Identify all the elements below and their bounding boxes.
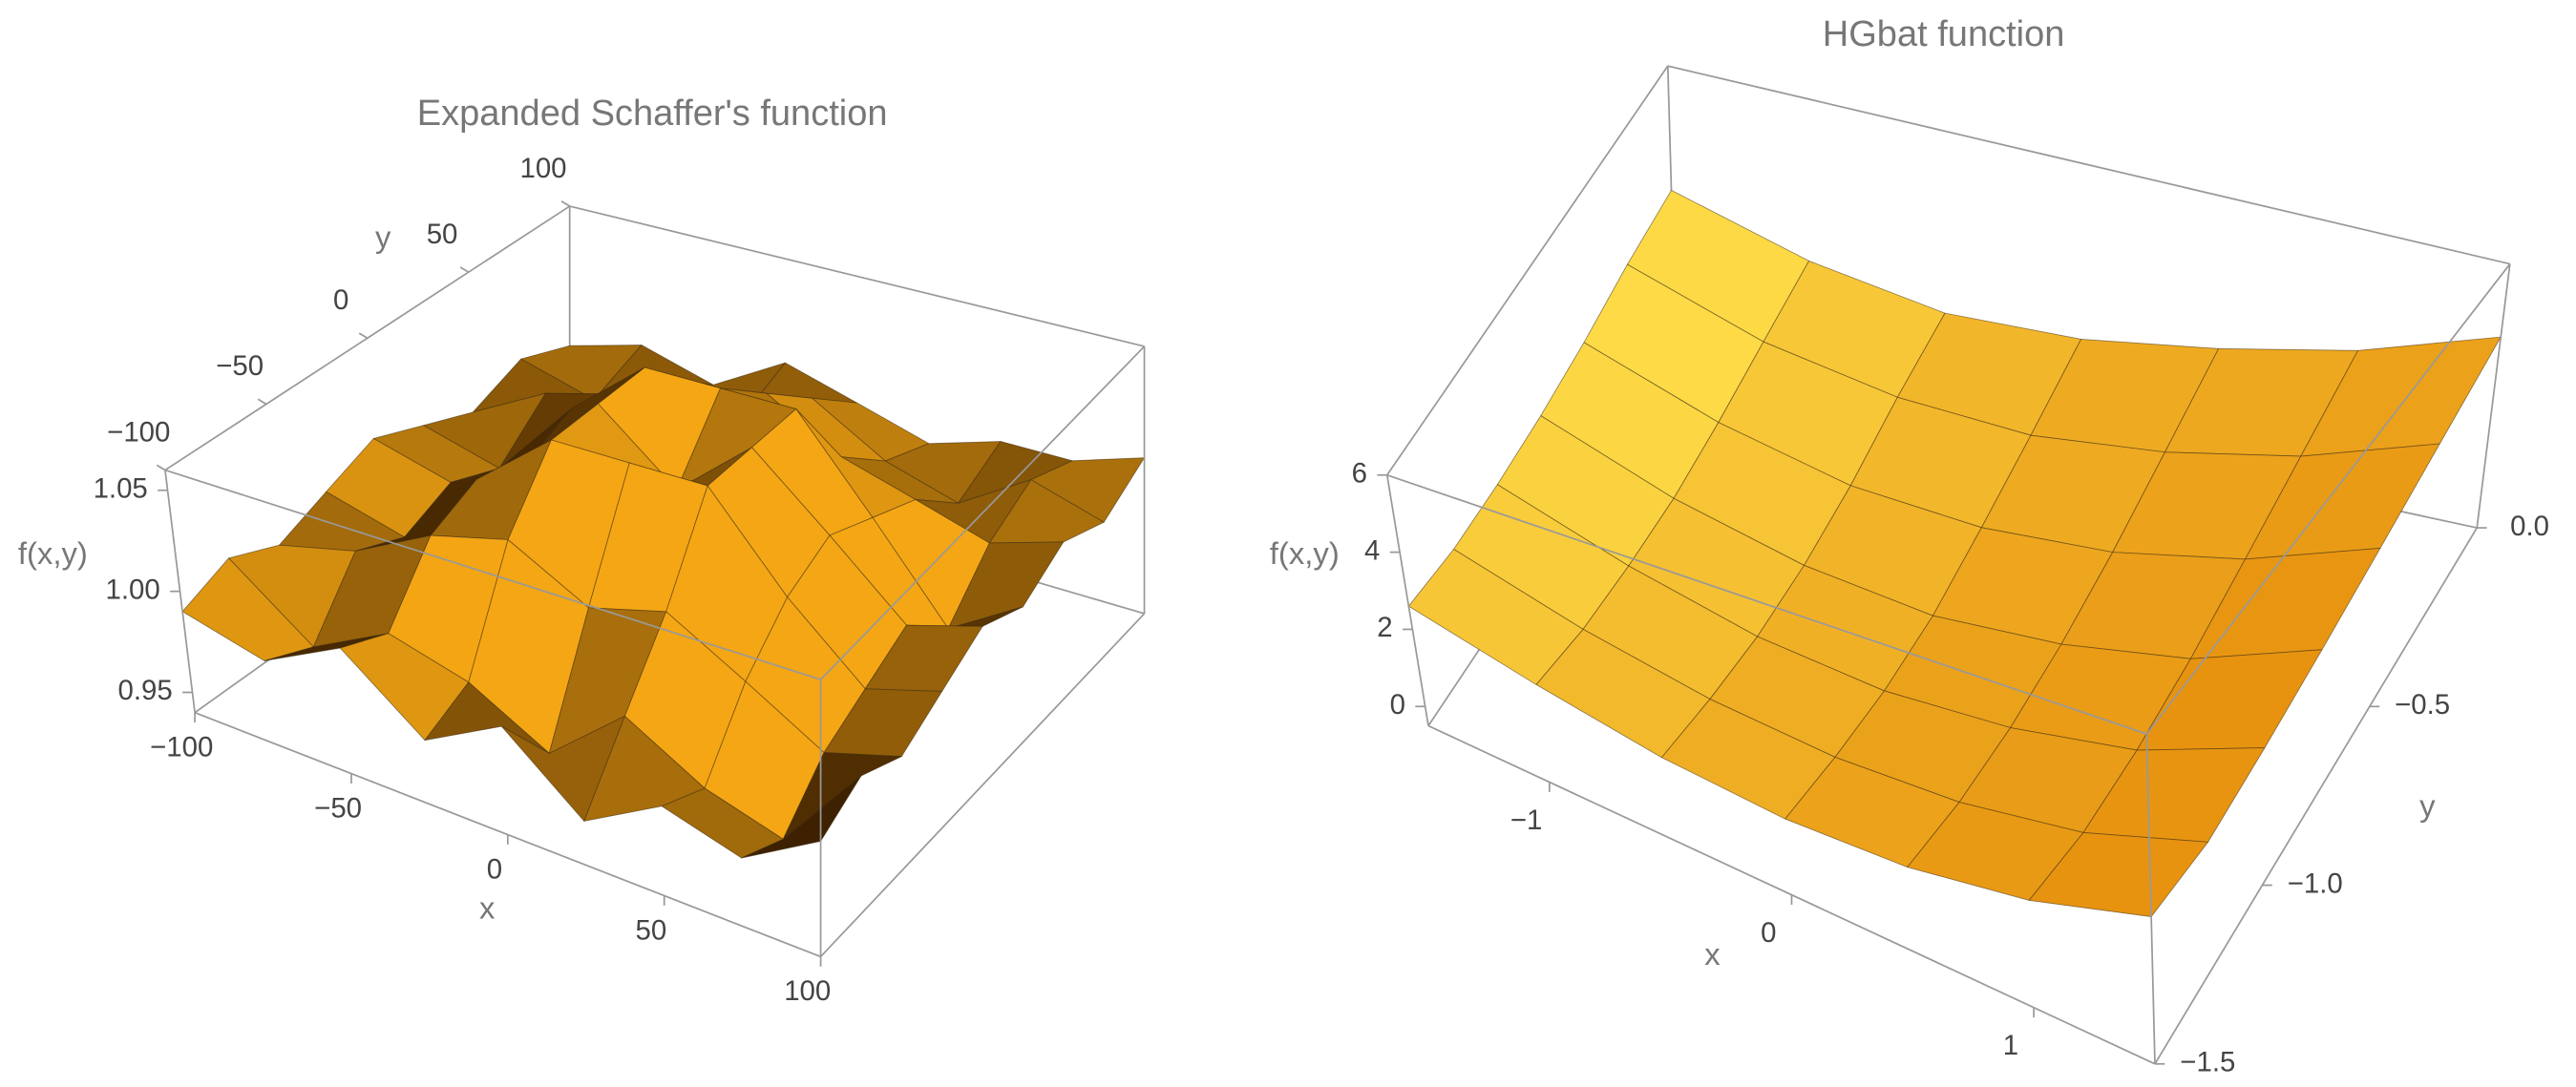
tick-label: 0 [1761,917,1776,949]
box-edge [2476,263,2511,529]
box-edge [1386,65,1669,476]
tick-label: −50 [216,350,264,382]
x-axis-label: x [1704,936,1721,972]
tick-label: −0.5 [2395,689,2450,721]
tick-mark [257,398,267,406]
y-axis-label: y [2419,788,2436,824]
tick-label: 1.05 [94,473,148,505]
tick-label: −1.0 [2288,868,2343,899]
box-edge [819,345,1146,680]
box-edge [819,613,1146,958]
tick-label: 4 [1364,534,1380,566]
box-edge [2145,263,2511,735]
box-edge [164,469,821,680]
tick-label: 1 [2003,1030,2018,1061]
tick-label: 0 [1390,689,1405,721]
y-axis-label: y [375,219,391,254]
box-edge [1386,473,2147,735]
tick-mark [560,200,571,207]
chart-title: Expanded Schaffer's function [417,94,888,134]
tick-label: 50 [636,914,667,946]
tick-label: 50 [427,219,458,250]
tick-label: 0 [333,284,348,316]
chart-title: HGbat function [1823,14,2065,54]
tick-label: 100 [784,975,831,1007]
box-edge [2154,527,2478,1065]
tick-label: −1.5 [2180,1047,2235,1078]
tick-label: 0.95 [118,675,173,706]
tick-mark [459,266,470,273]
tick-label: 0.0 [2510,511,2549,542]
tick-label: −1 [1510,805,1543,836]
surface-patch [2028,831,2209,918]
tick-label: 1.00 [106,574,160,605]
z-axis-label: f(x,y) [1270,535,1340,571]
tick-label: 2 [1377,612,1392,643]
tick-label: 0 [487,853,502,885]
box-edge [1667,65,2511,265]
tick-label: −50 [314,792,362,824]
box-edge [569,205,1145,347]
box-edge [2145,734,2156,1064]
surface-patch [741,775,862,859]
tick-label: −100 [150,731,213,763]
tick-mark [156,464,166,471]
x-axis-label: x [479,890,496,926]
tick-label: 6 [1352,458,1367,490]
tick-label: 100 [519,153,566,184]
z-axis-label: f(x,y) [18,535,88,571]
box-edge [1385,474,1429,726]
tick-label: −100 [107,416,170,448]
tick-mark [358,332,369,340]
